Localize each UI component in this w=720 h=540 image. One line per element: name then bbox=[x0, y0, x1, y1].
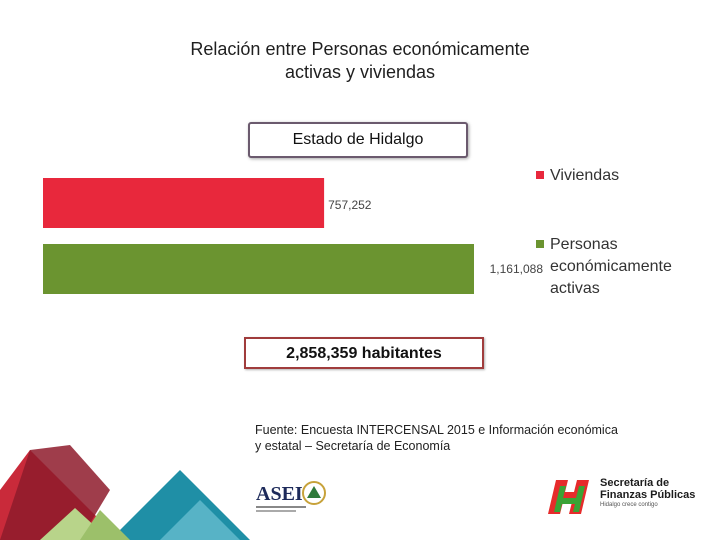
source-line-2: y estatal – Secretaría de Economía bbox=[255, 439, 451, 453]
page-title: Relación entre Personas económicamente a… bbox=[110, 38, 610, 84]
state-label: Estado de Hidalgo bbox=[292, 131, 424, 148]
sfp-line-1: Secretaría de bbox=[600, 477, 670, 489]
bar-value-label-1: 1,161,088 bbox=[490, 262, 544, 276]
source-line-1: Fuente: Encuesta INTERCENSAL 2015 e Info… bbox=[255, 423, 618, 437]
state-label-box: Estado de Hidalgo bbox=[248, 122, 468, 158]
title-line-1: Relación entre Personas económicamente bbox=[190, 39, 530, 59]
total-population-label: 2,858,359 habitantes bbox=[286, 345, 442, 362]
asei-logo: ASEI bbox=[256, 481, 326, 512]
legend-label-viviendas: Viviendas bbox=[550, 167, 620, 184]
sfp-logo-h-green bbox=[554, 486, 585, 512]
legend-label-personas-3: activas bbox=[550, 280, 600, 297]
source-note: Fuente: Encuesta INTERCENSAL 2015 e Info… bbox=[255, 422, 675, 454]
bar-value-label-0: 757,252 bbox=[328, 198, 372, 212]
asei-logo-text: ASEI bbox=[256, 483, 303, 505]
legend-item-personas: Personas económicamente activas bbox=[550, 234, 672, 300]
sfp-logo bbox=[548, 480, 589, 514]
sfp-logo-text: Secretaría de Finanzas Públicas Hidalgo … bbox=[600, 477, 695, 510]
sfp-line-3: Hidalgo crece contigo bbox=[600, 502, 658, 508]
sfp-logo-h-red bbox=[548, 480, 589, 514]
asei-logo-peak bbox=[307, 486, 321, 498]
decorative-triangles bbox=[0, 445, 250, 540]
legend-swatch-viviendas bbox=[536, 171, 544, 179]
asei-logo-ring bbox=[302, 481, 326, 505]
bar-1 bbox=[43, 244, 474, 294]
deco-triangle-light-teal bbox=[160, 500, 240, 540]
title-line-2: activas y viviendas bbox=[284, 62, 436, 82]
legend-item-viviendas: Viviendas bbox=[550, 165, 619, 187]
asei-logo-subline-2 bbox=[256, 510, 296, 512]
asei-logo-subline-1 bbox=[256, 506, 306, 508]
bar-chart: 757,252 1,161,088 bbox=[43, 178, 544, 294]
total-population-box: 2,858,359 habitantes bbox=[244, 337, 484, 369]
bar-0 bbox=[43, 178, 325, 228]
deco-triangle-green bbox=[80, 510, 130, 540]
legend-label-personas-2: económicamente bbox=[550, 258, 672, 275]
sfp-line-2: Finanzas Públicas bbox=[600, 489, 696, 501]
legend-swatch-personas bbox=[536, 240, 544, 248]
legend-label-personas-1: Personas bbox=[550, 236, 618, 253]
